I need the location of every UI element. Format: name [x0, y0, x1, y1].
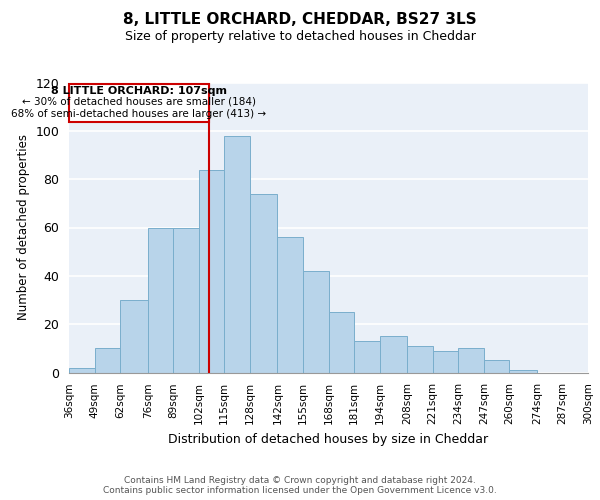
Text: 68% of semi-detached houses are larger (413) →: 68% of semi-detached houses are larger (… — [11, 109, 266, 119]
Bar — [224, 136, 250, 372]
Text: ← 30% of detached houses are smaller (184): ← 30% of detached houses are smaller (18… — [22, 97, 256, 107]
Bar — [329, 312, 354, 372]
Bar — [120, 300, 148, 372]
Bar — [173, 228, 199, 372]
Bar — [407, 346, 433, 372]
Bar — [484, 360, 509, 372]
Bar — [199, 170, 224, 372]
Bar — [509, 370, 537, 372]
Text: Size of property relative to detached houses in Cheddar: Size of property relative to detached ho… — [125, 30, 475, 43]
Text: Contains HM Land Registry data © Crown copyright and database right 2024.
Contai: Contains HM Land Registry data © Crown c… — [103, 476, 497, 495]
Bar — [148, 228, 173, 372]
Bar — [95, 348, 120, 372]
Y-axis label: Number of detached properties: Number of detached properties — [17, 134, 30, 320]
X-axis label: Distribution of detached houses by size in Cheddar: Distribution of detached houses by size … — [169, 432, 488, 446]
Bar — [69, 368, 95, 372]
Bar — [277, 237, 303, 372]
Bar — [588, 368, 600, 372]
Bar — [250, 194, 277, 372]
FancyBboxPatch shape — [69, 84, 209, 122]
Bar — [303, 271, 329, 372]
Bar — [354, 341, 380, 372]
Text: 8, LITTLE ORCHARD, CHEDDAR, BS27 3LS: 8, LITTLE ORCHARD, CHEDDAR, BS27 3LS — [123, 12, 477, 28]
Bar — [380, 336, 407, 372]
Text: 8 LITTLE ORCHARD: 107sqm: 8 LITTLE ORCHARD: 107sqm — [51, 86, 227, 96]
Bar — [433, 351, 458, 372]
Bar — [458, 348, 484, 372]
